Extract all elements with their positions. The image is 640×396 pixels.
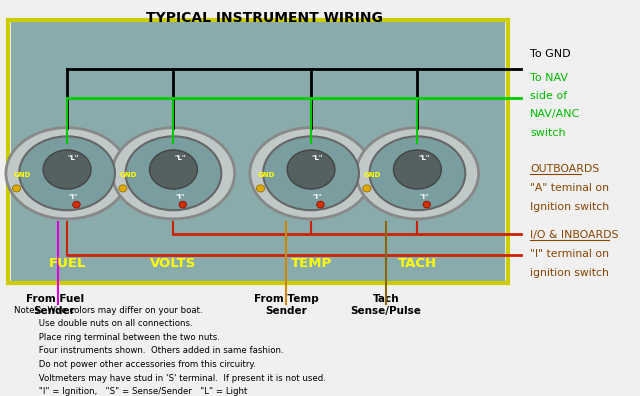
Text: Notes:  Wire colors may differ on your boat.: Notes: Wire colors may differ on your bo…: [14, 306, 202, 314]
Text: FUEL: FUEL: [49, 257, 86, 270]
Text: From Temp
Sender: From Temp Sender: [253, 294, 319, 316]
Ellipse shape: [150, 150, 197, 189]
Text: I/O & INBOARDS: I/O & INBOARDS: [530, 230, 618, 240]
Ellipse shape: [6, 128, 128, 219]
Text: ignition switch: ignition switch: [530, 268, 609, 278]
Text: TYPICAL INSTRUMENT WIRING: TYPICAL INSTRUMENT WIRING: [146, 11, 383, 25]
Ellipse shape: [394, 150, 442, 189]
Text: GND: GND: [257, 172, 275, 178]
Text: switch: switch: [530, 128, 566, 137]
Text: "L": "L": [174, 155, 186, 161]
Ellipse shape: [317, 201, 324, 208]
Text: To NAV: To NAV: [530, 73, 568, 83]
Text: "L": "L": [312, 155, 323, 161]
Text: "I" terminal on: "I" terminal on: [530, 249, 609, 259]
Text: NAV/ANC: NAV/ANC: [530, 109, 580, 120]
Text: Do not power other accessories from this circuitry.: Do not power other accessories from this…: [14, 360, 256, 369]
Ellipse shape: [19, 136, 115, 210]
Ellipse shape: [250, 128, 372, 219]
Text: Ignition switch: Ignition switch: [530, 202, 609, 211]
Ellipse shape: [363, 185, 371, 192]
Ellipse shape: [369, 136, 465, 210]
Text: GND: GND: [13, 172, 31, 178]
Ellipse shape: [356, 128, 479, 219]
Text: Voltmeters may have stud in 'S' terminal.  If present it is not used.: Voltmeters may have stud in 'S' terminal…: [14, 373, 326, 383]
Text: side of: side of: [530, 91, 567, 101]
Text: From Fuel
Sender: From Fuel Sender: [26, 294, 84, 316]
Text: TEMP: TEMP: [291, 257, 332, 270]
Ellipse shape: [287, 150, 335, 189]
Ellipse shape: [423, 201, 431, 208]
Text: "I": "I": [68, 194, 78, 200]
Ellipse shape: [119, 185, 127, 192]
Ellipse shape: [179, 201, 187, 208]
Text: "I": "I": [175, 194, 184, 200]
Ellipse shape: [13, 185, 20, 192]
Text: Four instruments shown.  Others added in same fashion.: Four instruments shown. Others added in …: [14, 346, 284, 355]
Text: "A" teminal on: "A" teminal on: [530, 183, 609, 193]
Ellipse shape: [263, 136, 359, 210]
Text: VOLTS: VOLTS: [150, 257, 196, 270]
Text: GND: GND: [364, 172, 381, 178]
Text: Tach
Sense/Pulse: Tach Sense/Pulse: [351, 294, 422, 316]
Ellipse shape: [43, 150, 91, 189]
Text: Place ring terminal between the two nuts.: Place ring terminal between the two nuts…: [14, 333, 220, 342]
Text: "L": "L": [68, 155, 79, 161]
Ellipse shape: [73, 201, 80, 208]
Ellipse shape: [257, 185, 264, 192]
Text: To GND: To GND: [530, 49, 571, 59]
Text: "I": "I": [312, 194, 322, 200]
Text: GND: GND: [120, 172, 137, 178]
Text: Use double nuts on all connections.: Use double nuts on all connections.: [14, 319, 193, 328]
Ellipse shape: [112, 128, 235, 219]
Text: "I": "I": [419, 194, 428, 200]
FancyBboxPatch shape: [11, 22, 505, 281]
Text: TACH: TACH: [398, 257, 437, 270]
Ellipse shape: [125, 136, 221, 210]
Text: "I" = Ignition,   "S" = Sense/Sender   "L" = Light: "I" = Ignition, "S" = Sense/Sender "L" =…: [14, 387, 247, 396]
Text: "L": "L": [418, 155, 429, 161]
Text: OUTBOARDS: OUTBOARDS: [530, 164, 599, 174]
